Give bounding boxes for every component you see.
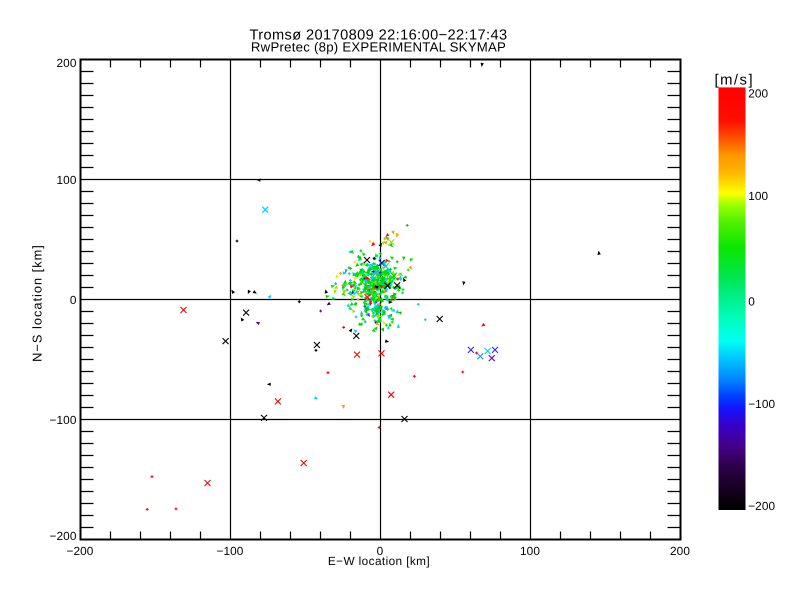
svg-text:Tromsø 20170809 22:16:00−22:17: Tromsø 20170809 22:16:00−22:17:43: [249, 27, 507, 43]
svg-text:−100: −100: [217, 544, 244, 558]
svg-text:−200: −200: [748, 499, 775, 513]
svg-text:−200: −200: [50, 529, 77, 543]
svg-text:E−W location [km]: E−W location [km]: [328, 554, 430, 568]
svg-text:RwPretec (8p) EXPERIMENTAL SKY: RwPretec (8p) EXPERIMENTAL SKYMAP: [251, 39, 506, 54]
svg-text:[m/s]: [m/s]: [715, 73, 755, 89]
svg-text:−200: −200: [67, 544, 94, 558]
svg-text:0: 0: [748, 295, 755, 309]
svg-text:100: 100: [748, 189, 768, 203]
svg-text:−100: −100: [748, 397, 775, 411]
svg-text:200: 200: [57, 56, 77, 70]
svg-text:N−S location [km]: N−S location [km]: [30, 244, 45, 362]
svg-text:200: 200: [670, 544, 690, 558]
svg-text:100: 100: [520, 544, 540, 558]
svg-text:−100: −100: [50, 413, 77, 427]
svg-text:0: 0: [70, 293, 77, 307]
svg-text:0: 0: [377, 544, 384, 558]
svg-text:200: 200: [748, 87, 768, 101]
svg-text:100: 100: [57, 173, 77, 187]
